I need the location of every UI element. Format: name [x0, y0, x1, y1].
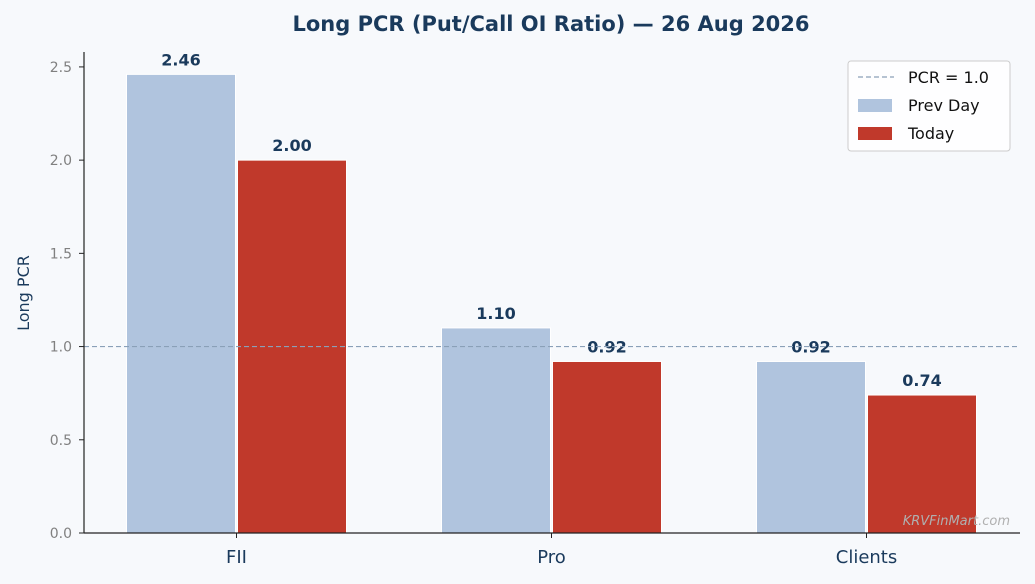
- plot-area: 2.462.001.100.92 0.920.740.00.51.01.52.02…: [50, 50, 1020, 568]
- x-tick-label-fii: FII: [226, 547, 247, 568]
- y-tick-label: 1.5: [50, 246, 72, 262]
- bar-fii-prev-day: [126, 73, 236, 534]
- value-label-pro-prev-day: 1.10: [476, 304, 515, 323]
- y-axis-label: Long PCR: [14, 255, 33, 331]
- watermark: KRVFinMart.com: [903, 514, 1010, 529]
- y-tick-label: 0.0: [50, 526, 72, 542]
- y-tick-label: 0.5: [50, 433, 72, 449]
- legend-today-label: Today: [907, 124, 954, 143]
- value-label-clients-prev-day: 0.92: [791, 337, 830, 356]
- chart-title: Long PCR (Put/Call OI Ratio) — 26 Aug 20…: [292, 12, 809, 36]
- legend-reference-label: PCR = 1.0: [908, 68, 989, 87]
- value-label-fii-today: 2.00: [272, 136, 311, 155]
- y-tick-label: 1.0: [50, 340, 72, 356]
- legend-today-swatch: [858, 127, 892, 140]
- x-tick-label-pro: Pro: [537, 547, 566, 568]
- legend-prev-day-swatch: [858, 99, 892, 112]
- legend-prev-day-label: Prev Day: [908, 96, 980, 115]
- value-label-fii-prev-day: 2.46: [161, 50, 200, 69]
- y-tick-label: 2.5: [50, 60, 72, 76]
- bar-clients-prev-day: [756, 360, 866, 534]
- bar-pro-prev-day: [441, 327, 551, 534]
- x-tick-label-clients: Clients: [836, 547, 898, 568]
- value-label-clients-today: 0.74: [902, 371, 941, 390]
- y-tick-label: 2.0: [50, 153, 72, 169]
- bar-clients-today: [867, 394, 977, 534]
- bar-pro-today: [552, 360, 662, 534]
- legend: PCR = 1.0 Prev Day Today: [847, 60, 1011, 152]
